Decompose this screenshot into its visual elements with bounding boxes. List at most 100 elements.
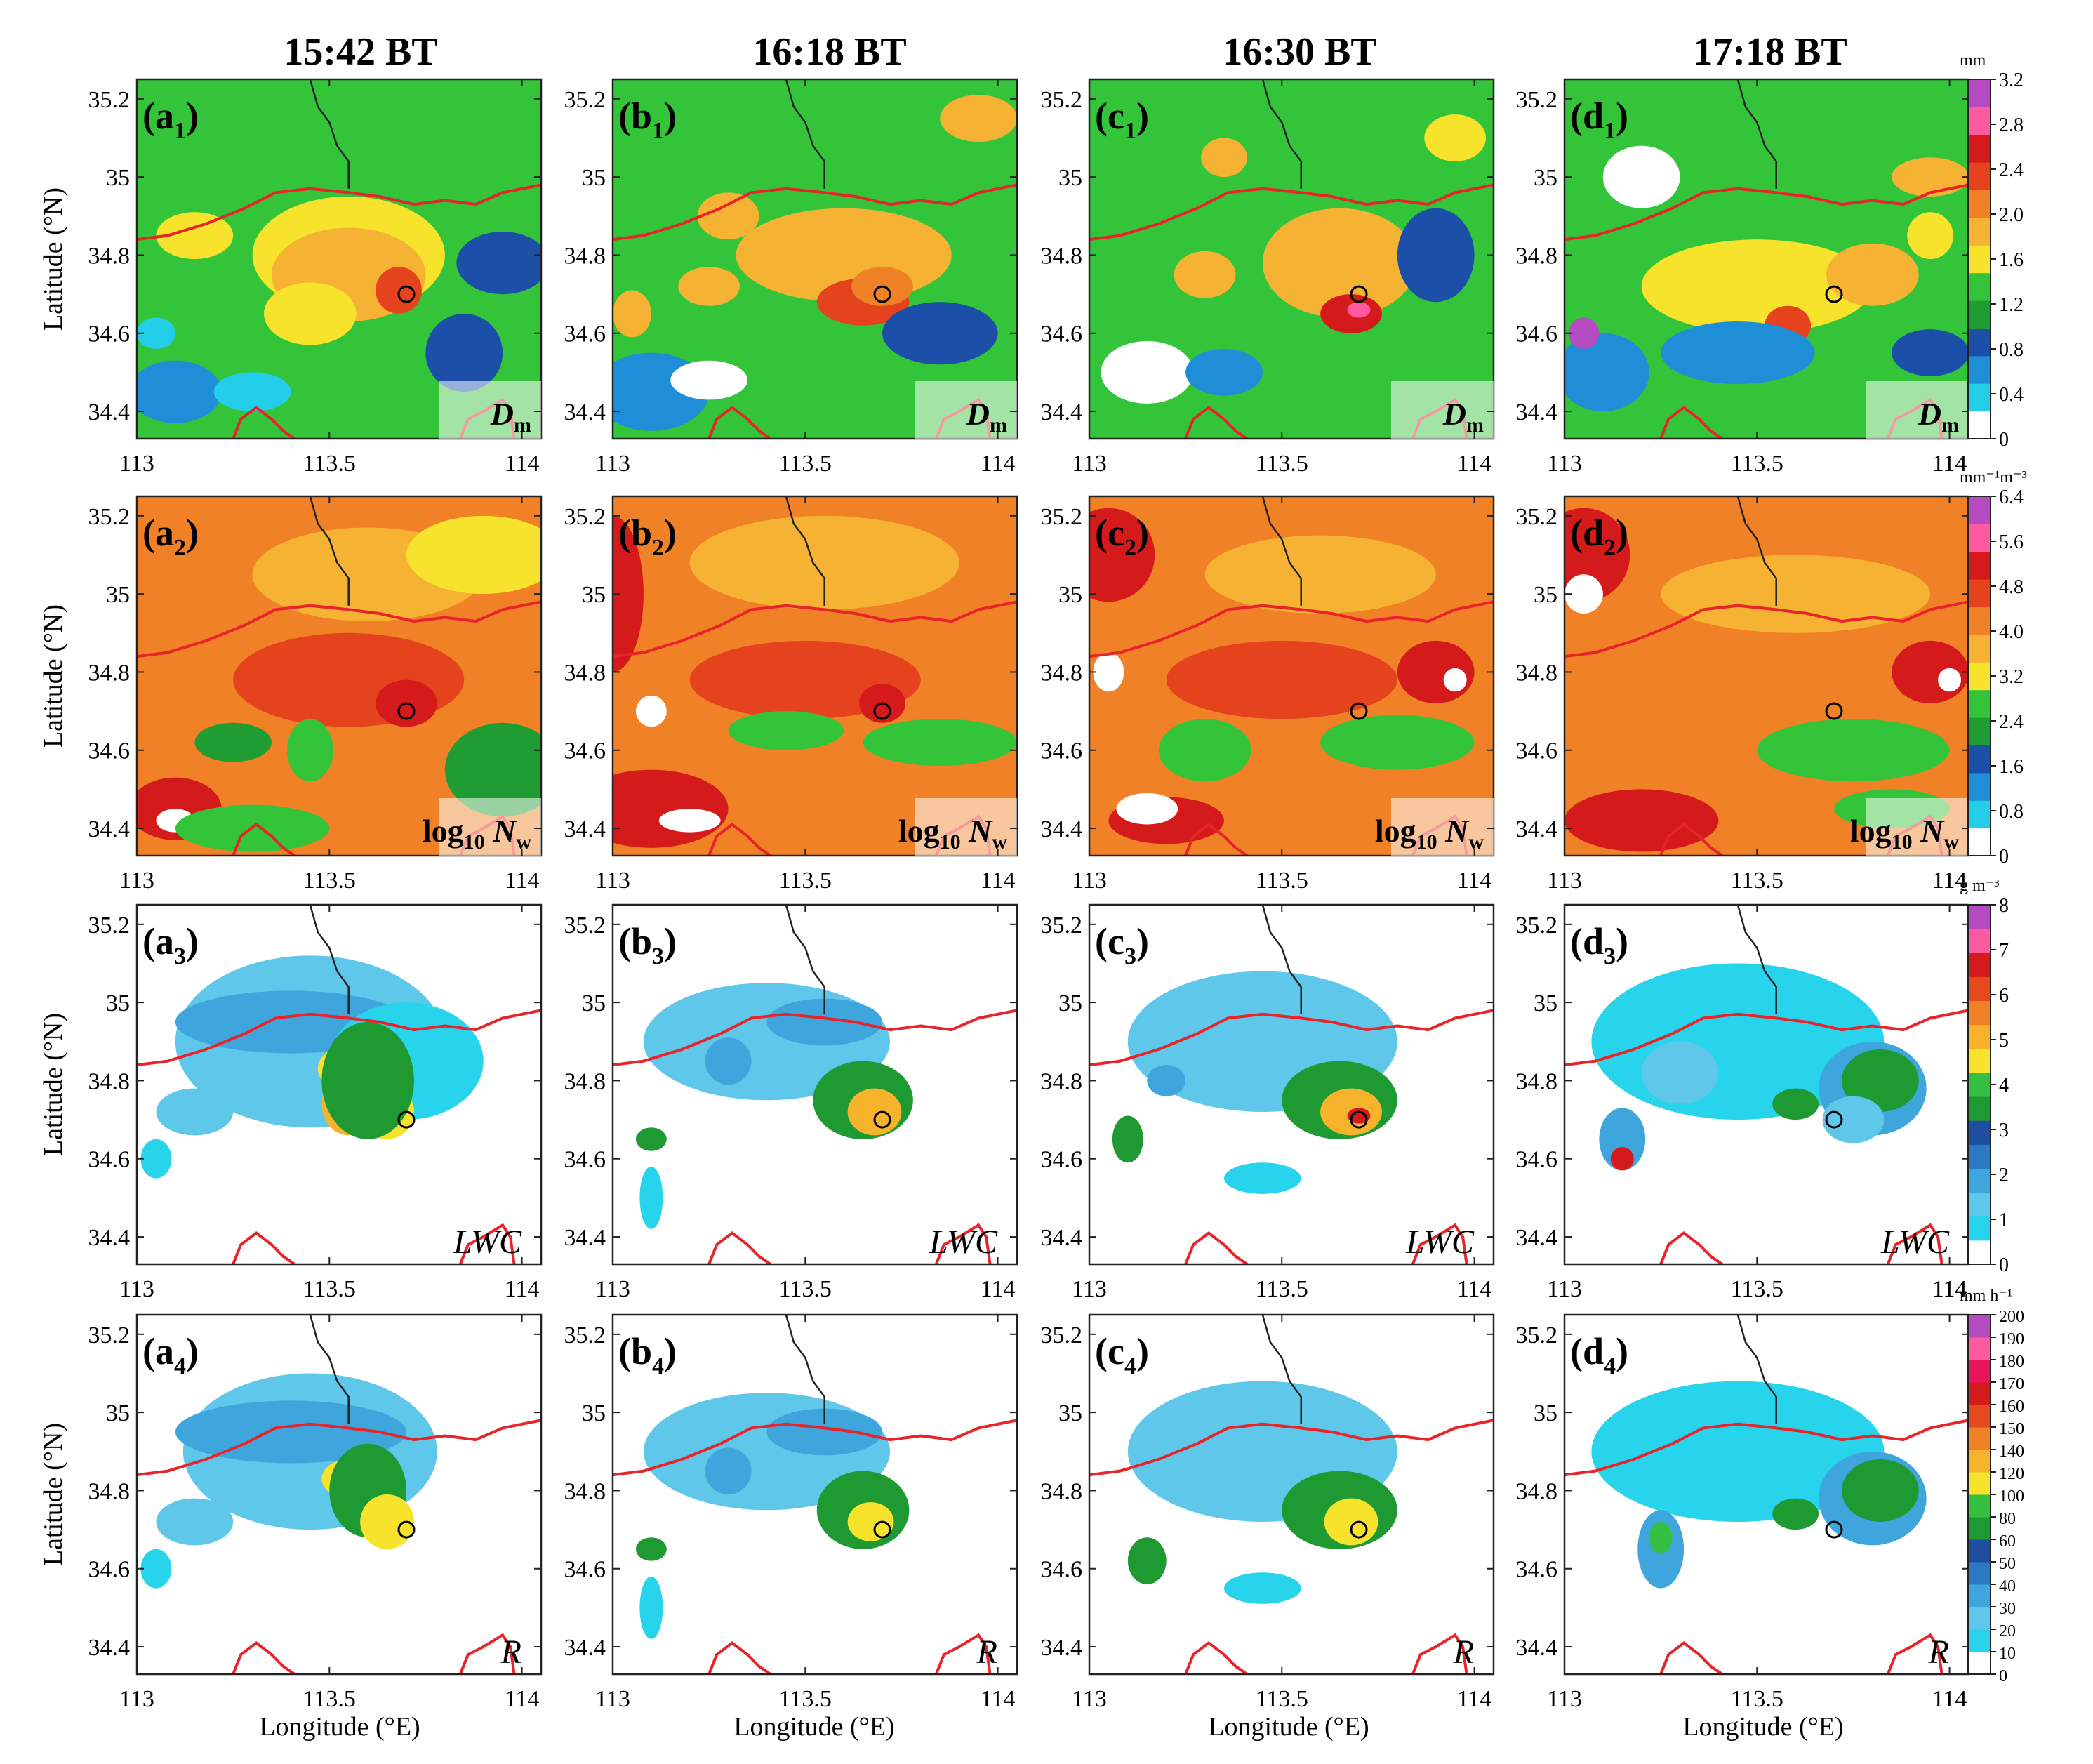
county-boundary — [1736, 79, 1777, 189]
province-boundary — [1564, 600, 1969, 658]
lon-tick-label: 113.5 — [1731, 1276, 1783, 1302]
colorbar-swatch — [1968, 1382, 1991, 1405]
field-cell — [728, 711, 844, 750]
field-cell — [1907, 212, 1954, 259]
colorbar-swatch — [1968, 1494, 1991, 1518]
station-marker — [873, 702, 891, 720]
lat-tick-label: 34.6 — [564, 321, 606, 347]
variable-label: log10 Nw — [423, 813, 532, 854]
lat-tick-label: 35 — [582, 582, 606, 608]
colorbar-swatch — [1968, 634, 1991, 663]
lat-tick-label: 35.2 — [88, 913, 131, 939]
station-marker — [1825, 1520, 1843, 1539]
lat-tick-label: 35 — [106, 165, 130, 191]
lat-tick-label: 34.6 — [88, 738, 131, 764]
lat-tick-label: 35 — [1058, 582, 1082, 608]
field-cell — [635, 1127, 667, 1151]
province-boundary — [1184, 1231, 1249, 1264]
field-cell — [1147, 1065, 1186, 1096]
panel-frame — [1088, 903, 1495, 1266]
panel-label: (a1) — [142, 95, 199, 144]
field-cell — [1443, 668, 1467, 692]
colorbar-tick-label: 200 — [1999, 1308, 2024, 1326]
province-boundary — [137, 183, 541, 241]
field-cell — [697, 192, 759, 240]
colorbar-tick-label: 4 — [1999, 1075, 2009, 1096]
panel-frame — [135, 903, 543, 1266]
lon-tick-label: 113 — [595, 1686, 630, 1712]
panel-a1: (a1) Dm 35.2 35 34.8 34.6 34.4 113 113.5 114 Latit… — [39, 78, 543, 477]
lat-tick-label: 34.4 — [88, 1635, 131, 1661]
field-cell — [1324, 1498, 1378, 1546]
province-boundary — [458, 1223, 516, 1264]
panel-label: (d3) — [1570, 920, 1628, 969]
province-boundary — [1089, 600, 1494, 658]
colorbar-swatch — [1968, 976, 1991, 1002]
lon-tick-label: 114 — [1457, 1686, 1492, 1712]
field-cell — [1568, 317, 1600, 349]
colorbar-Dm: 0 0.4 0.8 1.2 1.6 2.0 2.4 2.8 3.2 mm — [1960, 51, 2024, 451]
colorbar-swatch — [1968, 606, 1991, 635]
lon-tick-label: 113.5 — [1256, 1276, 1308, 1302]
field-cell — [1826, 243, 1919, 306]
colorbar-tick-label: 1.2 — [1999, 294, 2024, 316]
colorbar-tick-label: 40 — [1999, 1577, 2016, 1596]
province-boundary — [1089, 183, 1494, 241]
county-boundary — [309, 496, 350, 606]
panel-label: (c3) — [1095, 920, 1149, 969]
station-marker — [1825, 702, 1843, 720]
lat-tick-label: 35.2 — [1516, 504, 1558, 530]
panel-label: (b3) — [618, 920, 677, 969]
field-cell — [670, 360, 748, 400]
province-boundary — [1184, 1640, 1249, 1674]
province-boundary — [232, 1640, 296, 1674]
lon-tick-label: 113.5 — [1731, 1686, 1783, 1712]
colorbar-swatch — [1968, 1652, 1991, 1675]
colorbar-tick-label: 2.4 — [1999, 159, 2024, 181]
colorbar-swatch — [1968, 1629, 1991, 1652]
field-cell — [1564, 574, 1603, 614]
province-boundary — [1411, 1223, 1468, 1264]
field-cell — [1938, 668, 1962, 692]
field-cell — [1224, 1162, 1301, 1194]
field-cell — [456, 232, 541, 295]
lon-tick-label: 113 — [119, 1276, 154, 1302]
lon-tick-label: 114 — [1932, 868, 1967, 894]
lat-tick-label: 35.2 — [1516, 1322, 1558, 1348]
field-cell — [1649, 1521, 1673, 1553]
panel-label: (c2) — [1095, 512, 1149, 561]
lon-tick-label: 113 — [119, 1686, 154, 1712]
province-boundary — [1659, 1640, 1724, 1674]
lat-tick-label: 34.8 — [564, 660, 606, 686]
field-map — [613, 496, 1017, 856]
lat-tick-label: 34.8 — [564, 243, 606, 269]
colorbar-swatch — [1968, 328, 1991, 357]
lat-tick-label: 34.8 — [88, 1068, 131, 1094]
column-title-2: 16:18 BT — [752, 30, 906, 74]
field-map — [137, 1315, 541, 1674]
panel-frame — [1088, 495, 1495, 857]
colorbar-tick-label: 150 — [1999, 1420, 2024, 1438]
lat-tick-label: 35.2 — [1041, 504, 1083, 530]
lon-tick-label: 113 — [1547, 1686, 1582, 1712]
colorbar-swatch — [1968, 1216, 1991, 1241]
colorbar-tick-label: 7 — [1999, 940, 2009, 962]
colorbar-swatch — [1968, 300, 1991, 329]
lon-tick-label: 114 — [1932, 1686, 1967, 1712]
colorbar-tick-label: 6.4 — [1999, 486, 2024, 508]
field-cell — [1347, 302, 1371, 318]
panel-label: (b4) — [618, 1330, 677, 1379]
colorbar-swatch — [1968, 717, 1991, 745]
lat-tick-label: 35.2 — [1041, 87, 1083, 113]
colorbar-tick-label: 10 — [1999, 1645, 2016, 1663]
field-cell — [1564, 789, 1719, 852]
province-boundary — [1564, 1419, 1969, 1477]
field-cell — [1599, 1108, 1646, 1171]
lon-tick-label: 113.5 — [1256, 1686, 1308, 1712]
province-boundary — [707, 405, 772, 439]
variable-label-box — [439, 798, 541, 856]
lat-tick-label: 35 — [1058, 1400, 1082, 1426]
field-cell — [635, 695, 667, 727]
lon-tick-label: 113.5 — [779, 1686, 832, 1712]
colorbar-LWC: 0 1 2 3 4 5 6 7 8g m⁻³ — [1960, 877, 2009, 1276]
